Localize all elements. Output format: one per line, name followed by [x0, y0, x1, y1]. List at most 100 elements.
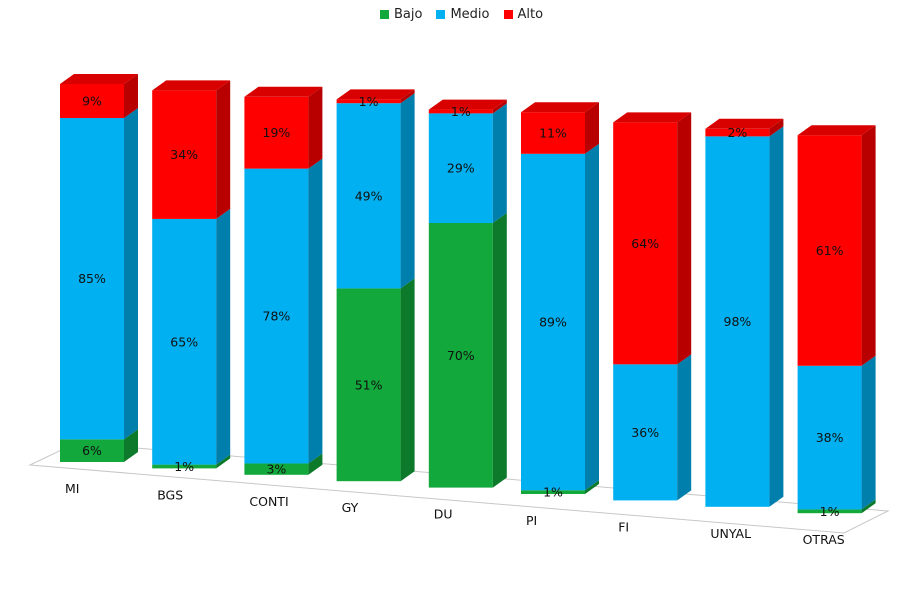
legend-label-bajo: Bajo	[394, 7, 423, 22]
legend: Bajo Medio Alto	[380, 7, 543, 22]
x-tick-label-gy: GY	[342, 500, 359, 515]
bar-pi: 1% 89% 11%	[521, 102, 599, 500]
bar-conti-top	[244, 86, 323, 97]
bar-mi-medio-side	[124, 108, 138, 440]
bar-fi-medio-side	[677, 354, 692, 501]
data-label-mi-medio: 85%	[78, 271, 106, 286]
bar-otras-top	[797, 125, 876, 136]
bar-bgs-bajo-side	[216, 454, 231, 469]
data-label-du-medio: 29%	[447, 161, 475, 176]
data-label-conti-alto: 19%	[263, 125, 291, 140]
legend-swatch-alto	[503, 10, 513, 19]
bar-du-alto-front	[428, 109, 493, 114]
data-label-mi-alto: 9%	[82, 94, 102, 109]
x-tick-label-bgs: BGS	[157, 487, 183, 502]
bar-pi-top	[521, 102, 599, 113]
bar-mi-bajo-side	[124, 429, 138, 462]
bar-gy-bajo-side	[400, 278, 415, 482]
bar-mi-medio-front	[60, 118, 124, 440]
bar-mi-top	[60, 74, 138, 84]
data-label-bgs-bajo: 1%	[174, 459, 194, 474]
bar-bgs-medio-side	[216, 208, 231, 465]
x-tick-label-otras: OTRAS	[803, 532, 845, 547]
bar-unyal-alto-side	[769, 118, 784, 137]
bar-conti-alto-side	[308, 86, 323, 169]
legend-item-bajo: Bajo	[380, 7, 422, 22]
bar-gy-top	[336, 89, 415, 100]
legend-swatch-medio	[436, 10, 446, 19]
bar-mi-bajo-front	[60, 439, 124, 462]
bar-mi-alto-side	[124, 74, 138, 119]
bar-gy-alto-front	[336, 99, 401, 104]
data-label-otras-bajo: 1%	[820, 504, 840, 519]
bar-otras-medio-side	[861, 355, 876, 510]
bar-bgs-top	[152, 80, 231, 91]
bar-du-bajo-side	[492, 213, 507, 488]
bar-bgs-bajo-front	[152, 464, 217, 469]
bar-fi-medio-front	[613, 364, 678, 501]
x-tick-label-pi: PI	[526, 513, 537, 528]
bar-gy: 51% 49% 1%	[336, 89, 415, 482]
data-label-otras-alto: 61%	[816, 243, 844, 258]
bar-du-top	[428, 99, 507, 110]
data-label-pi-bajo: 1%	[543, 485, 563, 500]
bar-pi-bajo-front	[521, 490, 585, 494]
bar-du-medio-front	[428, 113, 493, 223]
data-label-otras-medio: 38%	[816, 430, 844, 445]
data-label-gy-alto: 1%	[359, 94, 379, 109]
bar-fi-alto-side	[677, 112, 692, 365]
bar-pi-bajo-side	[585, 480, 599, 494]
data-label-pi-medio: 89%	[539, 315, 567, 330]
bar-conti-bajo-front	[244, 463, 309, 475]
bar-du: 70% 29% 1%	[428, 99, 507, 488]
bar-gy-bajo-front	[336, 288, 401, 482]
bar-unyal-medio-front	[705, 136, 770, 507]
bar-mi-alto-front	[60, 84, 124, 119]
bar-mi: 6% 85% 9%	[60, 74, 138, 462]
bar-unyal-alto-front	[705, 128, 770, 137]
bar-fi-top	[613, 112, 692, 123]
data-label-mi-bajo: 6%	[82, 443, 102, 458]
bar-gy-alto-side	[400, 89, 415, 104]
legend-swatch-bajo	[380, 10, 389, 19]
bar-otras-alto-front	[797, 135, 862, 366]
bar-unyal: 98% 2%	[705, 118, 784, 507]
bar-bgs-alto-front	[152, 90, 217, 219]
data-label-bgs-alto: 34%	[170, 147, 198, 162]
bar-unyal-medio-side	[769, 126, 784, 507]
legend-label-medio: Medio	[450, 7, 490, 22]
bar-du-alto-side	[492, 99, 507, 114]
bar-otras-medio-front	[797, 365, 862, 510]
legend-item-medio: Medio	[436, 7, 490, 22]
data-label-gy-bajo: 51%	[355, 377, 383, 392]
bar-bgs-medio-front	[152, 218, 217, 465]
bar-pi-medio-front	[521, 153, 585, 491]
bar-otras-bajo-side	[861, 499, 876, 514]
bar-conti-medio-side	[308, 158, 323, 464]
bar-otras-alto-side	[861, 125, 876, 366]
data-label-unyal-medio: 98%	[724, 314, 752, 329]
x-tick-label-fi: FI	[618, 519, 629, 534]
bar-conti: 3% 78% 19%	[244, 86, 323, 477]
data-label-conti-medio: 78%	[263, 309, 291, 324]
data-label-du-alto: 1%	[451, 104, 471, 119]
bar-unyal-top	[705, 118, 784, 129]
data-label-fi-medio: 36%	[631, 425, 659, 440]
bar-du-bajo-front	[428, 223, 493, 488]
bar-pi-medio-side	[585, 143, 599, 491]
bar-pi-alto-front	[521, 112, 585, 154]
x-tick-label-mi: MI	[65, 481, 79, 496]
data-label-unyal-alto: 2%	[727, 125, 747, 140]
bar-fi: 36% 64%	[613, 112, 692, 501]
data-label-gy-medio: 49%	[355, 188, 383, 203]
legend-item-alto: Alto	[503, 7, 543, 22]
bar-pi-alto-side	[585, 102, 599, 154]
data-label-fi-alto: 64%	[631, 236, 659, 251]
data-label-bgs-medio: 65%	[170, 334, 198, 349]
bar-otras-bajo-front	[797, 509, 862, 514]
bar-bgs-alto-side	[216, 80, 231, 219]
x-tick-label-du: DU	[434, 507, 453, 522]
x-tick-label-unyal: UNYAL	[710, 526, 751, 541]
